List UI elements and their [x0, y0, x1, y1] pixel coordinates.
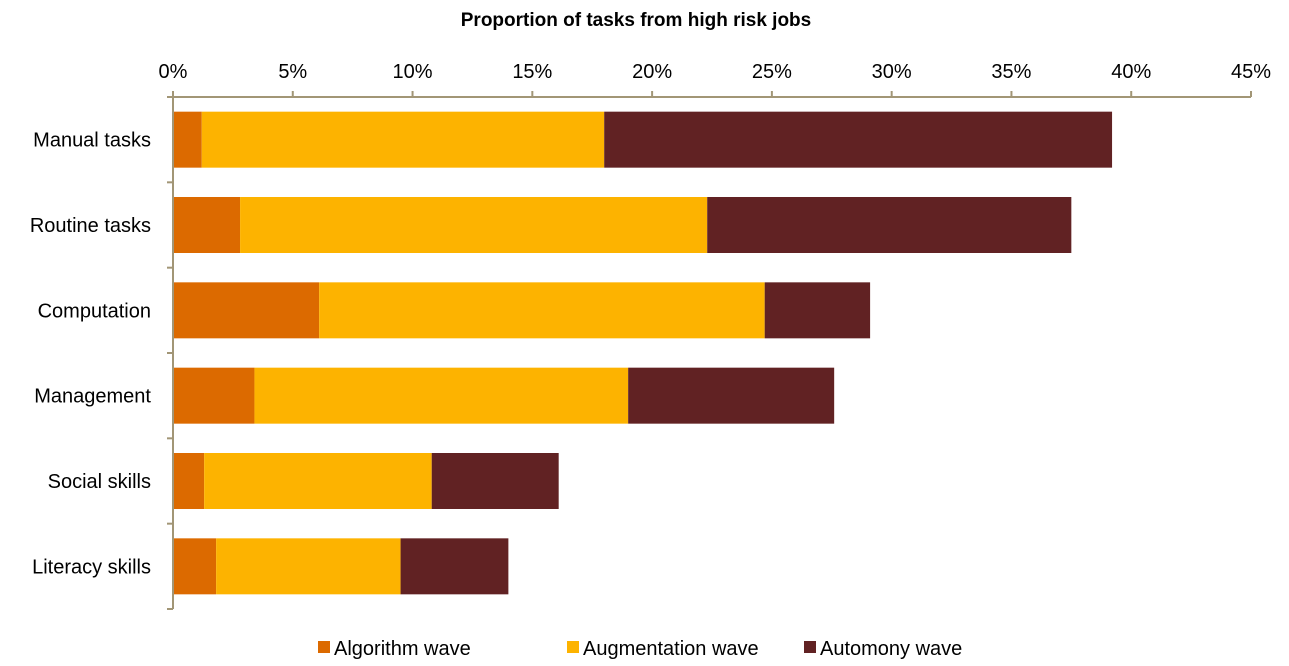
bar-automony-wave: [628, 367, 835, 424]
bar-automony-wave: [707, 197, 1072, 253]
bar-automony-wave: [431, 453, 559, 509]
bar-algorithm-wave: [173, 367, 255, 424]
legend-label: Automony wave: [820, 638, 962, 660]
bar-automony-wave: [764, 282, 871, 339]
bar-augmentation-wave: [216, 538, 401, 595]
bars: [173, 111, 1113, 595]
category-label: Literacy skills: [32, 556, 151, 578]
bar-augmentation-wave: [319, 282, 765, 339]
x-tick-label: 35%: [991, 61, 1031, 83]
bar-algorithm-wave: [173, 538, 217, 595]
chart-title: Proportion of tasks from high risk jobs: [461, 10, 811, 31]
bar-augmentation-wave: [204, 453, 432, 509]
category-label: Routine tasks: [30, 215, 151, 237]
legend-label: Augmentation wave: [583, 638, 759, 660]
legend-swatch: [804, 641, 816, 653]
legend-swatch: [567, 641, 579, 653]
category-label: Management: [34, 386, 151, 408]
bar-algorithm-wave: [173, 197, 241, 253]
bar-augmentation-wave: [254, 367, 629, 424]
bar-algorithm-wave: [173, 111, 202, 168]
x-axis-ticks: 0% 5% 10% 15% 20% 25% 30% 35% 40% 45%: [159, 61, 1271, 97]
category-label: Social skills: [48, 471, 151, 493]
x-tick-label: 10%: [393, 61, 433, 83]
bar-augmentation-wave: [201, 111, 605, 168]
bar-automony-wave: [400, 538, 509, 595]
category-labels: Manual tasks Routine tasks Computation Mana…: [30, 130, 152, 579]
bar-algorithm-wave: [173, 282, 320, 339]
x-tick-label: 45%: [1231, 61, 1271, 83]
bar-automony-wave: [604, 111, 1113, 168]
legend-label: Algorithm wave: [334, 638, 471, 660]
legend-swatch: [318, 641, 330, 653]
x-tick-label: 0%: [159, 61, 188, 83]
category-label: Computation: [38, 300, 151, 322]
x-tick-label: 40%: [1111, 61, 1151, 83]
x-tick-label: 30%: [872, 61, 912, 83]
x-tick-label: 20%: [632, 61, 672, 83]
bar-algorithm-wave: [173, 453, 205, 509]
bar-augmentation-wave: [240, 197, 708, 253]
axes: [167, 96, 1251, 610]
x-tick-label: 15%: [512, 61, 552, 83]
legend: Algorithm wave Augmentation wave Automony …: [318, 638, 962, 660]
x-tick-label: 25%: [752, 61, 792, 83]
x-tick-label: 5%: [278, 61, 307, 83]
category-label: Manual tasks: [33, 130, 151, 152]
